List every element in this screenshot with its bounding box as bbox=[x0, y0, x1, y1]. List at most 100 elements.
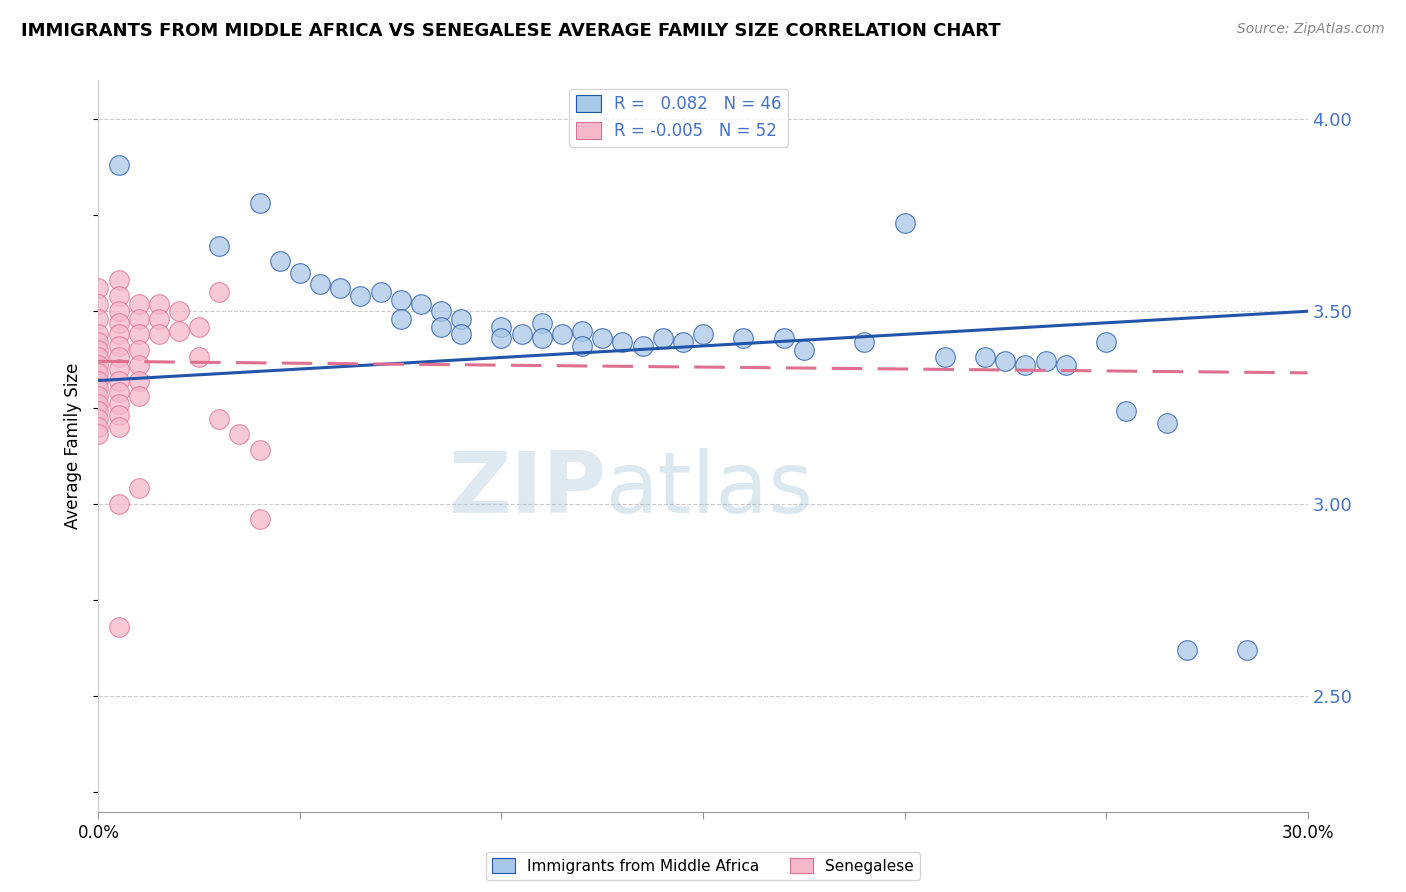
Y-axis label: Average Family Size: Average Family Size bbox=[65, 363, 83, 529]
Point bbox=[651, 331, 673, 345]
Point bbox=[1175, 643, 1198, 657]
Point bbox=[87, 334, 110, 349]
Text: Source: ZipAtlas.com: Source: ZipAtlas.com bbox=[1237, 22, 1385, 37]
Point bbox=[893, 216, 915, 230]
Point bbox=[87, 366, 110, 380]
Point bbox=[208, 285, 231, 299]
Point bbox=[450, 327, 472, 342]
Point bbox=[974, 351, 997, 365]
Point bbox=[1156, 416, 1178, 430]
Point bbox=[148, 327, 170, 342]
Point bbox=[309, 277, 332, 292]
Point bbox=[107, 351, 129, 365]
Point bbox=[853, 334, 876, 349]
Point bbox=[188, 319, 211, 334]
Point bbox=[692, 327, 714, 342]
Point bbox=[167, 304, 190, 318]
Point bbox=[128, 374, 150, 388]
Point bbox=[430, 304, 453, 318]
Point bbox=[269, 254, 291, 268]
Point bbox=[87, 312, 110, 326]
Point bbox=[107, 362, 129, 376]
Point bbox=[510, 327, 533, 342]
Point bbox=[349, 289, 371, 303]
Point bbox=[329, 281, 352, 295]
Point bbox=[87, 296, 110, 310]
Point bbox=[148, 312, 170, 326]
Point bbox=[107, 273, 129, 287]
Point bbox=[107, 316, 129, 330]
Point bbox=[733, 331, 755, 345]
Point bbox=[530, 331, 553, 345]
Point bbox=[249, 196, 271, 211]
Point bbox=[107, 304, 129, 318]
Point bbox=[389, 312, 412, 326]
Point bbox=[450, 312, 472, 326]
Point bbox=[87, 343, 110, 357]
Point bbox=[1115, 404, 1137, 418]
Point bbox=[491, 319, 513, 334]
Text: ZIP: ZIP bbox=[449, 449, 606, 532]
Point bbox=[107, 397, 129, 411]
Point bbox=[1236, 643, 1258, 657]
Text: IMMIGRANTS FROM MIDDLE AFRICA VS SENEGALESE AVERAGE FAMILY SIZE CORRELATION CHAR: IMMIGRANTS FROM MIDDLE AFRICA VS SENEGAL… bbox=[21, 22, 1001, 40]
Point bbox=[530, 316, 553, 330]
Point bbox=[87, 358, 110, 372]
Point bbox=[128, 343, 150, 357]
Point bbox=[672, 334, 695, 349]
Point bbox=[772, 331, 794, 345]
Point bbox=[107, 339, 129, 353]
Point bbox=[571, 324, 593, 338]
Point bbox=[167, 324, 190, 338]
Point bbox=[87, 389, 110, 403]
Point bbox=[107, 419, 129, 434]
Point bbox=[87, 281, 110, 295]
Point bbox=[491, 331, 513, 345]
Legend: R =   0.082   N = 46, R = -0.005   N = 52: R = 0.082 N = 46, R = -0.005 N = 52 bbox=[569, 88, 789, 146]
Point bbox=[107, 497, 129, 511]
Point bbox=[128, 389, 150, 403]
Point bbox=[249, 512, 271, 526]
Point bbox=[128, 312, 150, 326]
Point bbox=[107, 408, 129, 422]
Point bbox=[1095, 334, 1118, 349]
Point bbox=[128, 327, 150, 342]
Point bbox=[370, 285, 392, 299]
Point bbox=[87, 427, 110, 442]
Point bbox=[793, 343, 815, 357]
Point bbox=[188, 351, 211, 365]
Point bbox=[128, 296, 150, 310]
Point bbox=[128, 481, 150, 495]
Point bbox=[994, 354, 1017, 368]
Point bbox=[87, 351, 110, 365]
Point bbox=[87, 397, 110, 411]
Point bbox=[249, 442, 271, 457]
Point bbox=[288, 266, 311, 280]
Text: atlas: atlas bbox=[606, 449, 814, 532]
Point bbox=[87, 327, 110, 342]
Point bbox=[87, 381, 110, 395]
Point bbox=[87, 374, 110, 388]
Point bbox=[208, 239, 231, 253]
Point bbox=[107, 374, 129, 388]
Point bbox=[208, 412, 231, 426]
Point bbox=[934, 351, 956, 365]
Point bbox=[228, 427, 250, 442]
Point bbox=[107, 289, 129, 303]
Point bbox=[1035, 354, 1057, 368]
Point bbox=[551, 327, 574, 342]
Legend: Immigrants from Middle Africa, Senegalese: Immigrants from Middle Africa, Senegales… bbox=[486, 852, 920, 880]
Point bbox=[571, 339, 593, 353]
Point bbox=[148, 296, 170, 310]
Point bbox=[389, 293, 412, 307]
Point bbox=[107, 620, 129, 634]
Point bbox=[107, 385, 129, 400]
Point bbox=[1054, 358, 1077, 372]
Point bbox=[128, 358, 150, 372]
Point bbox=[87, 412, 110, 426]
Point bbox=[87, 419, 110, 434]
Point bbox=[591, 331, 613, 345]
Point bbox=[87, 404, 110, 418]
Point bbox=[631, 339, 654, 353]
Point bbox=[107, 158, 129, 172]
